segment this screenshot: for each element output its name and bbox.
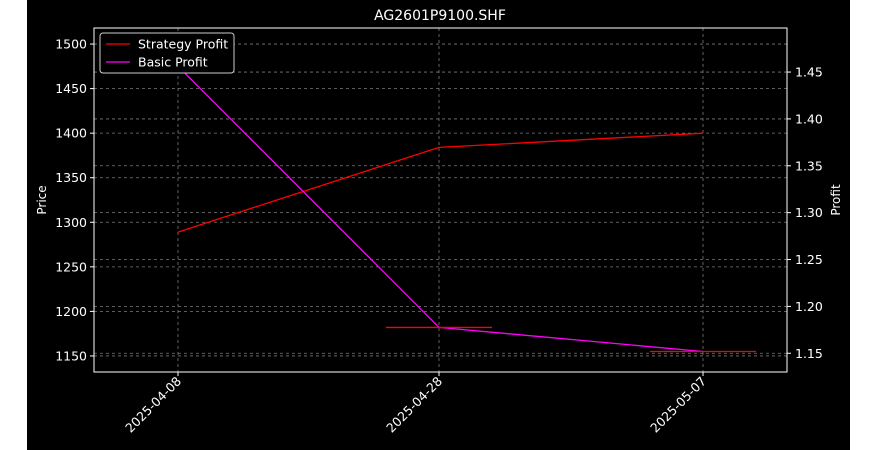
y-axis-right: 1.15 1.20 1.25 1.30 1.35 1.40 1.45 — [787, 65, 823, 361]
y-left-tick-label: 1350 — [55, 170, 87, 185]
y-right-tick-label: 1.40 — [795, 111, 823, 126]
y-right-tick-label: 1.15 — [795, 346, 823, 361]
y-left-tick-label: 1250 — [55, 259, 87, 274]
legend-label: Strategy Profit — [138, 37, 228, 52]
series-line-strategy-profit — [177, 132, 704, 233]
y-axis-left-label: Price — [35, 185, 49, 214]
y-left-tick-label: 1500 — [55, 37, 87, 52]
y-right-tick-label: 1.45 — [795, 65, 823, 80]
y-left-tick-label: 1400 — [55, 126, 87, 141]
y-right-tick-label: 1.20 — [795, 299, 823, 314]
plot-frame — [93, 27, 788, 373]
legend-box — [99, 32, 235, 74]
y-right-tick-label: 1.25 — [795, 252, 823, 267]
chart-title: AG2601P9100.SHF — [374, 8, 506, 24]
y-axis-right-label: Profit — [829, 184, 843, 216]
legend: Strategy Profit Basic Profit — [99, 32, 235, 74]
y-left-tick-label: 1200 — [55, 304, 87, 319]
series-layer — [177, 65, 756, 353]
y-axis-left: 1150 1200 1250 1300 1350 1400 1450 1500 — [55, 37, 94, 363]
y-left-tick-label: 1300 — [55, 215, 87, 230]
y-right-tick-label: 1.30 — [795, 205, 823, 220]
legend-label: Basic Profit — [138, 55, 208, 70]
y-right-tick-label: 1.35 — [795, 158, 823, 173]
y-left-tick-label: 1450 — [55, 81, 87, 96]
y-left-tick-label: 1150 — [55, 348, 87, 363]
